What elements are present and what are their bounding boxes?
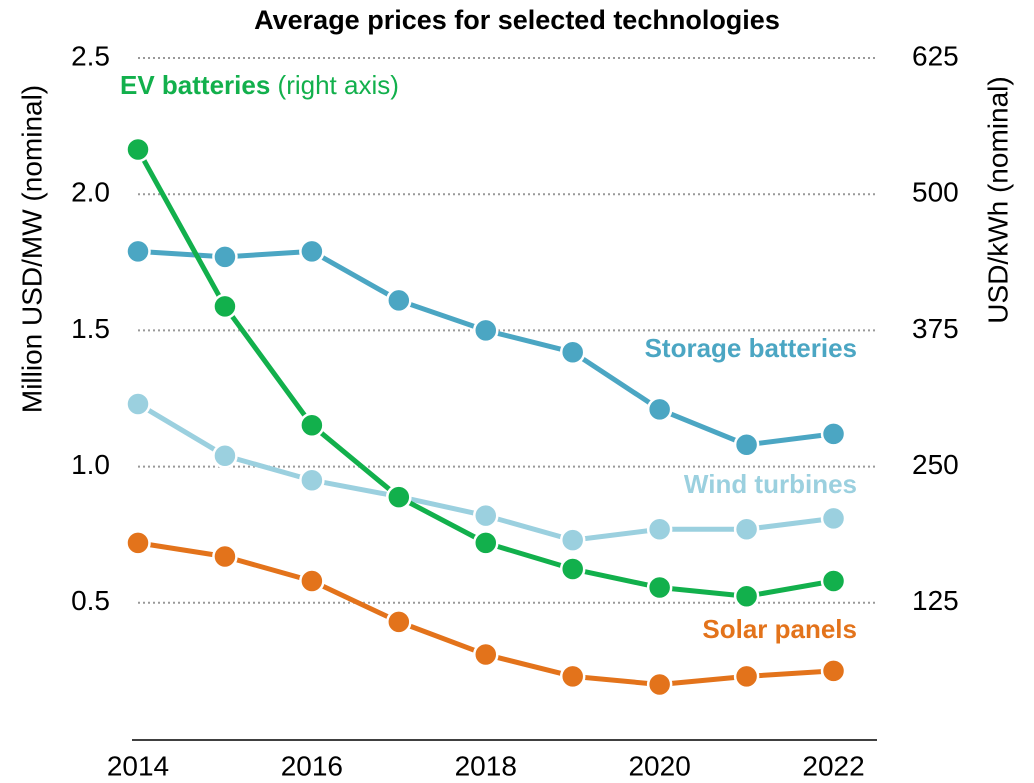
data-point	[125, 238, 151, 265]
data-point	[646, 396, 673, 423]
y-tick-label: 2.0	[71, 177, 110, 208]
data-point	[559, 663, 586, 690]
data-point	[473, 530, 499, 556]
data-point	[646, 671, 673, 698]
data-point	[125, 391, 151, 417]
series-label: Solar panels	[702, 614, 857, 644]
data-point	[473, 317, 499, 344]
data-point	[473, 641, 499, 668]
data-point	[386, 484, 412, 510]
y-tick-label: 1.0	[71, 449, 110, 480]
y2-tick-label: 250	[912, 449, 959, 480]
data-point	[559, 527, 586, 553]
data-point	[212, 442, 238, 469]
data-point	[125, 530, 151, 556]
series-name: Solar panels	[702, 614, 857, 644]
data-point	[820, 421, 847, 447]
x-tick-label: 2014	[107, 750, 169, 781]
x-tick-label: 2022	[802, 750, 864, 781]
data-point	[820, 658, 847, 684]
y2-tick-label: 625	[912, 40, 959, 71]
data-point	[299, 467, 325, 493]
data-point	[733, 432, 760, 458]
data-point	[473, 502, 499, 529]
data-point	[820, 568, 847, 594]
data-point	[299, 568, 325, 594]
data-point	[820, 505, 847, 532]
y2-axis-label: USD/kWh (nominal)	[982, 76, 1013, 323]
data-point	[299, 238, 325, 265]
x-tick-label: 2016	[281, 750, 343, 781]
data-point	[559, 339, 586, 365]
y-axis-label: Million USD/MW (nominal)	[16, 85, 47, 413]
x-tick-label: 2018	[455, 750, 517, 781]
series-name: Wind turbines	[684, 469, 857, 499]
y-tick-label: 2.5	[71, 40, 110, 71]
x-tick-label: 2020	[628, 750, 690, 781]
data-point	[386, 609, 412, 635]
data-point	[559, 556, 586, 582]
series-name: EV batteries	[120, 70, 270, 100]
data-point	[733, 516, 760, 543]
y-tick-label: 0.5	[71, 585, 110, 616]
y2-tick-label: 500	[912, 177, 959, 208]
data-point	[646, 574, 673, 601]
data-point	[299, 412, 325, 438]
series-label: Wind turbines	[684, 469, 857, 499]
y-tick-label: 1.5	[71, 313, 110, 344]
series-label: Storage batteries	[645, 333, 857, 363]
data-point	[733, 583, 760, 610]
data-point	[212, 293, 238, 320]
data-point	[646, 516, 673, 543]
series-name: Storage batteries	[645, 333, 857, 363]
data-point	[733, 663, 760, 690]
data-point	[212, 543, 238, 570]
data-point	[125, 136, 151, 163]
data-point	[386, 287, 412, 314]
chart-title: Average prices for selected technologies	[254, 5, 780, 35]
y2-tick-label: 375	[912, 313, 959, 344]
data-point	[212, 244, 238, 270]
annotation: (right axis)	[278, 70, 399, 100]
y2-tick-label: 125	[912, 585, 959, 616]
series-label: EV batteries (right axis)	[120, 70, 399, 100]
